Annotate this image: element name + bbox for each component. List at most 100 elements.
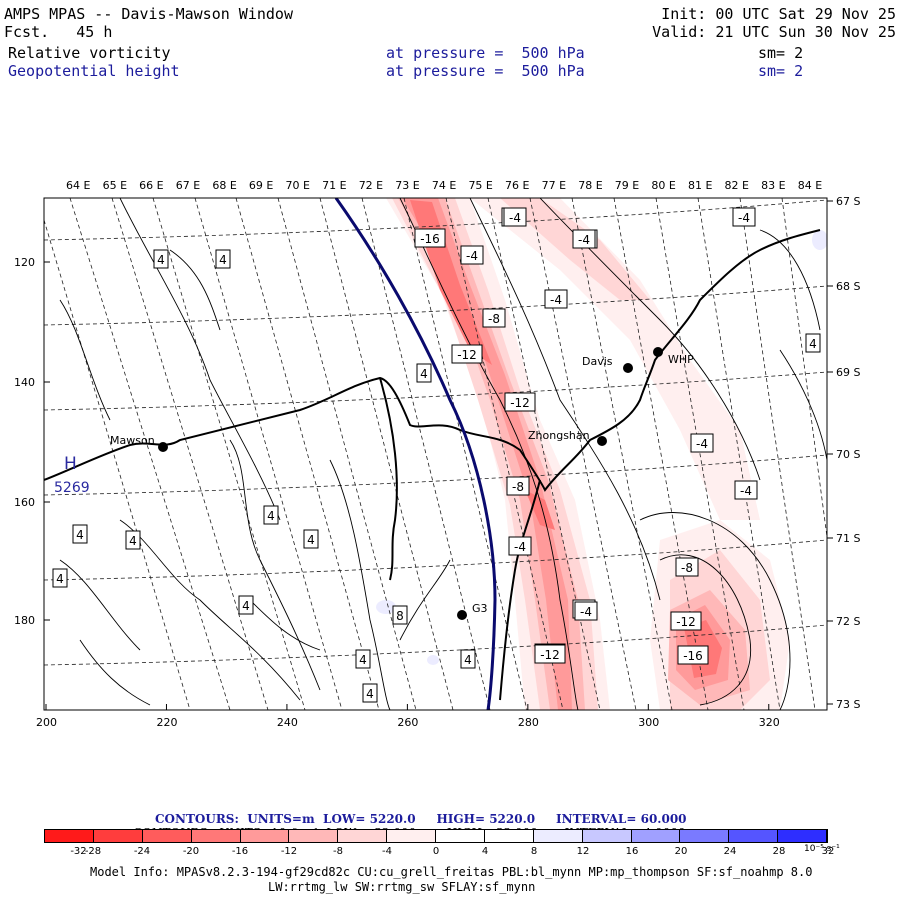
contour-label-text: 4: [267, 509, 275, 523]
station-whp: WHP: [653, 347, 694, 366]
high-value: 5269: [54, 480, 90, 496]
x-tick-label: 320: [759, 716, 780, 729]
contour-label-text: 4: [76, 528, 84, 542]
contour-label-text: 4: [464, 653, 472, 667]
legend-1-label: CONTOURS:: [155, 812, 239, 826]
contour-label: -4: [460, 245, 484, 265]
colorbar-swatch: [729, 830, 779, 842]
contour-label-text: 8: [396, 609, 404, 623]
contour-label: 4: [303, 529, 319, 549]
contour-label-text: 4: [420, 367, 428, 381]
field-1-level: at pressure = 500 hPa: [386, 44, 585, 62]
y-tick-label: 140: [14, 376, 35, 389]
contour-label: 4: [362, 683, 378, 703]
contour-label: 4: [125, 530, 141, 550]
longitude-label: 80 E: [651, 179, 675, 192]
colorbar-label: 24: [723, 846, 737, 857]
y-tick-label: 180: [14, 614, 35, 627]
colorbar-swatch: [631, 830, 681, 842]
latitude-label: 68 S: [836, 280, 860, 293]
legend-1-high: HIGH= 5220.0: [436, 812, 536, 826]
longitude-label: 75 E: [468, 179, 492, 192]
field-1-level-value: 500 hPa: [521, 44, 585, 62]
legend-1-interval: INTERVAL= 60.000: [556, 812, 687, 826]
station-label: Mawson: [110, 434, 155, 447]
colorbar-swatch: [387, 830, 436, 842]
latitude-label: 70 S: [836, 448, 860, 461]
contour-label-text: -12: [510, 396, 530, 410]
legend-line-1: CONTOURS: UNITS=m LOW= 5220.0 HIGH= 5220…: [155, 798, 687, 826]
contour-label-text: -4: [740, 484, 752, 498]
valid-time: Valid: 21 UTC Sun 30 Nov 25: [652, 23, 896, 41]
contour-label-text: -8: [512, 480, 524, 494]
colorbar-label: -8: [333, 846, 343, 857]
init-time: Init: 00 UTC Sat 29 Nov 25: [661, 5, 896, 23]
y-tick-label: 160: [14, 496, 35, 509]
colorbar-label: 8: [530, 846, 538, 857]
colorbar-label: -16: [231, 846, 249, 857]
colorbar-swatch: [93, 830, 143, 842]
field-1-sm: sm= 2: [758, 44, 804, 62]
contour-label-text: 4: [809, 337, 817, 351]
stations: Mawson Davis WHP Zhongshan G3: [110, 347, 694, 620]
latitude-label: 73 S: [836, 698, 860, 711]
contour-label-text: -4: [514, 540, 526, 554]
station-zhongshan: Zhongshan: [528, 429, 607, 446]
legend-1-units: UNITS=m: [247, 812, 315, 826]
longitude-label: 74 E: [432, 179, 456, 192]
contour-label-text: 4: [359, 653, 367, 667]
contour-label: 4: [263, 505, 279, 525]
contour-label: -4: [690, 433, 714, 453]
latitude-label: 71 S: [836, 532, 860, 545]
longitude-label: 82 E: [725, 179, 749, 192]
contour-label: -8: [675, 557, 699, 577]
contour-label-text: 4: [307, 533, 315, 547]
contour-label: 8: [392, 605, 408, 625]
fcst-value: 45 h: [76, 23, 113, 41]
colorbar-swatch: [582, 830, 632, 842]
contour-label: 4: [238, 595, 254, 615]
fcst-label: Fcst.: [4, 23, 50, 41]
colorbar-swatch: [680, 830, 730, 842]
longitude-label: 83 E: [761, 179, 785, 192]
longitude-label: 66 E: [139, 179, 163, 192]
high-letter: H: [64, 454, 77, 474]
contour-label-text: -4: [550, 293, 562, 307]
contour-label-text: 4: [219, 253, 227, 267]
colorbar-label: 32: [821, 846, 835, 857]
longitude-label: 84 E: [798, 179, 822, 192]
x-tick-label: 260: [397, 716, 418, 729]
contour-label: -8: [506, 476, 530, 496]
contour-label: -16: [677, 645, 709, 665]
contour-label-text: -4: [738, 211, 750, 225]
legend-1-low: LOW= 5220.0: [323, 812, 416, 826]
longitude-label: 64 E: [66, 179, 90, 192]
colorbar-label: 0: [432, 846, 440, 857]
contour-label: 4: [153, 249, 169, 269]
contour-label: -12: [451, 344, 483, 364]
vorticity-map: 64 E 65 E 66 E 67 E 68 E 69 E 70 E 71 E 72 E 73 E…: [14, 179, 860, 729]
y-axis-ticks: 120 140 160 180: [14, 256, 50, 627]
latitude-label: 69 S: [836, 366, 860, 379]
colorbar-swatch: [338, 830, 388, 842]
contour-label-text: -12: [457, 348, 477, 362]
station-davis: Davis: [582, 355, 633, 373]
contour-label-text: -4: [580, 605, 592, 619]
longitude-label: 76 E: [505, 179, 529, 192]
station-label: Zhongshan: [528, 429, 590, 442]
contour-label-text: -4: [509, 211, 521, 225]
contour-label: 4: [355, 649, 371, 669]
longitude-label: 79 E: [615, 179, 639, 192]
colorbar-label: -32: [70, 846, 87, 857]
contour-label: 4: [460, 649, 476, 669]
x-tick-label: 240: [277, 716, 298, 729]
colorbar-swatch: [240, 830, 290, 842]
colorbar-label: 16: [625, 846, 639, 857]
colorbar-label: -12: [280, 846, 298, 857]
high-pressure-marker: H 5269: [54, 454, 90, 496]
colorbar-label: -28: [84, 846, 102, 857]
x-tick-label: 200: [36, 716, 57, 729]
colorbar-swatch: [45, 830, 94, 842]
colorbar-label: 12: [576, 846, 590, 857]
contour-label-text: 4: [56, 572, 64, 586]
